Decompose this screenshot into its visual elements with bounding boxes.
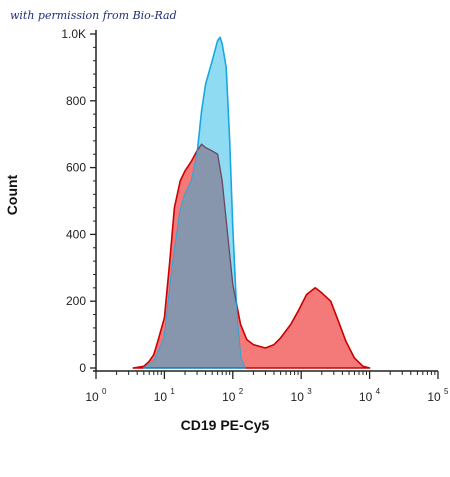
y-axis-title: Count — [4, 174, 20, 215]
x-tick-label: 10 — [85, 390, 99, 404]
y-tick-label: 400 — [66, 227, 86, 241]
x-axis-title: CD19 PE-Cy5 — [181, 417, 270, 433]
x-tick-label: 10 — [291, 390, 305, 404]
y-tick-label: 0 — [79, 361, 86, 375]
x-tick-exponent: 4 — [376, 387, 381, 396]
x-tick-exponent: 1 — [170, 387, 175, 396]
x-tick-label: 10 — [359, 390, 373, 404]
series-layer — [132, 36, 371, 369]
x-tick-label: 10 — [222, 390, 236, 404]
x-tick-exponent: 5 — [444, 387, 449, 396]
x-tick-exponent: 2 — [239, 387, 244, 396]
y-tick-label: 1.0K — [61, 27, 86, 41]
x-tick-exponent: 3 — [307, 387, 312, 396]
x-tick-label: 10 — [427, 390, 441, 404]
y-tick-label: 600 — [66, 161, 86, 175]
x-tick-label: 10 — [154, 390, 168, 404]
y-tick-label: 200 — [66, 294, 86, 308]
overlap-region — [143, 144, 245, 368]
credit-note: with permission from Bio-Rad — [10, 9, 177, 22]
x-tick-exponent: 0 — [102, 387, 107, 396]
y-tick-label: 800 — [66, 94, 86, 108]
